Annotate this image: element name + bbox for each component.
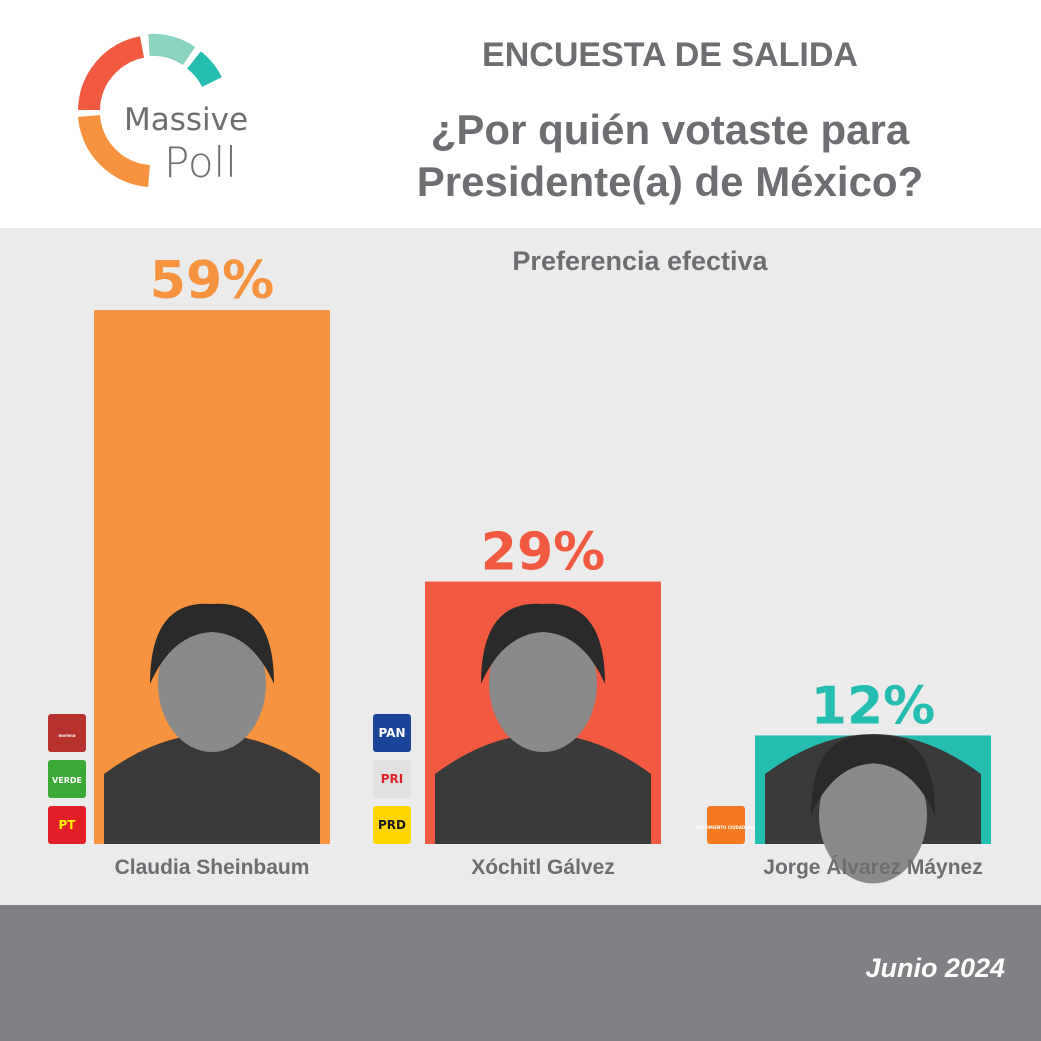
candidate-hair-3 <box>811 735 935 816</box>
party-logo-3-1 <box>707 806 745 844</box>
logo-text-massive: Massive <box>124 102 249 138</box>
massive-poll-logo: Massive Poll <box>74 30 254 190</box>
header: Massive Poll ENCUESTA DE SALIDA ¿Por qui… <box>0 0 1041 228</box>
candidate-hair-1 <box>150 603 274 684</box>
category-label-2: Xóchitl Gálvez <box>471 856 615 879</box>
candidate-body-1 <box>104 734 320 844</box>
party-logo-2-1 <box>373 714 411 752</box>
party-logo-1-3 <box>48 806 86 844</box>
party-logo-text-2-2: PRI <box>381 772 404 786</box>
candidate-hair-2 <box>481 603 605 684</box>
chart-subtitle: Preferencia efectiva <box>512 246 768 276</box>
party-logo-text-2-1: PAN <box>378 726 405 740</box>
candidate-body-2 <box>435 734 651 844</box>
category-label-1: Claudia Sheinbaum <box>115 856 310 879</box>
kicker-title: ENCUESTA DE SALIDA <box>482 36 858 74</box>
party-logo-text-1-1: morena <box>58 733 75 738</box>
candidate-face-1 <box>158 616 266 752</box>
logo-ring-icon <box>78 33 222 187</box>
value-label-1: 59% <box>150 251 274 311</box>
party-logo-text-1-3: PT <box>59 818 77 832</box>
party-logo-1-1 <box>48 714 86 752</box>
party-logo-text-3-1: MOVIMIENTO CIUDADANO <box>697 825 756 830</box>
value-label-2: 29% <box>481 523 605 583</box>
party-logo-1-2 <box>48 760 86 798</box>
party-logo-text-2-3: PRD <box>378 818 406 832</box>
party-logo-2-2 <box>373 760 411 798</box>
candidate-face-2 <box>489 616 597 752</box>
bar-chart: 59% Claudia Sheinbaum morena VERDE PT 29% Xóch… <box>48 251 991 884</box>
footer: Junio 2024 <box>0 905 1041 1041</box>
question-title: ¿Por quién votaste para Presidente(a) de… <box>416 106 924 205</box>
party-logo-text-1-2: VERDE <box>52 776 82 785</box>
party-logo-2-3 <box>373 806 411 844</box>
candidate-face-3 <box>819 747 927 884</box>
value-label-3: 12% <box>811 676 935 736</box>
chart-area: 59% Claudia Sheinbaum morena VERDE PT 29% Xóch… <box>0 228 1041 905</box>
date-label: Junio 2024 <box>865 953 1005 983</box>
logo-text-poll: Poll <box>164 138 237 187</box>
category-label-3: Jorge Álvarez Máynez <box>763 856 982 879</box>
